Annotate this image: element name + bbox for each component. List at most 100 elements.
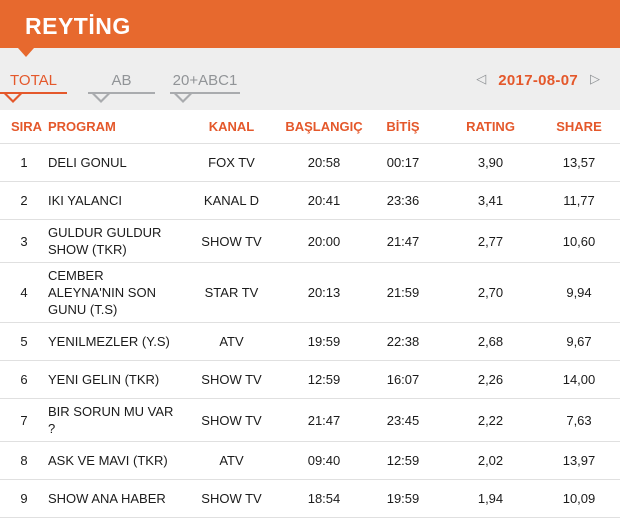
table-row: 9 SHOW ANA HABER SHOW TV 18:54 19:59 1,94 10,0… [0,479,620,518]
cell-bitis: 23:36 [363,181,443,220]
cell-program: GULDUR GULDUR SHOW (TKR) [48,219,178,263]
cell-sira: 10 [0,517,48,527]
cell-baslangic: 21:47 [285,398,363,442]
cell-baslangic: 20:41 [285,181,363,220]
cell-kanal: FOX TV [178,517,285,527]
tab-20-abc1-underline [170,92,240,94]
cell-share: 13,57 [538,143,620,182]
cell-bitis: 20:00 [363,517,443,527]
cell-sira: 2 [0,181,48,220]
column-header-share: SHARE [538,110,620,144]
cell-share: 14,00 [538,360,620,399]
cell-kanal: FOX TV [178,143,285,182]
table-row: 2 IKI YALANCI KANAL D 20:41 23:36 3,41 11,77 [0,181,620,220]
column-header-sira: SIRA [0,110,48,144]
cell-sira: 1 [0,143,48,182]
tab-20-abc1[interactable]: 20+ABC1 [172,72,238,89]
table-row: 3 GULDUR GULDUR SHOW (TKR) SHOW TV 20:00 21:… [0,219,620,263]
tab-strip: TOTAL AB 20+ABC1 ◁ 2017-08-07 ▷ [0,48,620,110]
cell-program: DELI GONUL [48,143,178,182]
cell-rating: 2,68 [443,322,538,361]
column-header-baslangic: BAŞLANGIÇ [285,110,363,144]
page-title: REYTİNG [25,13,131,39]
cell-sira: 3 [0,219,48,263]
cell-baslangic: 20:00 [285,219,363,263]
cell-share: 9,94 [538,262,620,323]
cell-program: YENI GELIN (TKR) [48,360,178,399]
cell-program: CEMBER ALEYNA'NIN SON GUNU (T.S) [48,262,178,323]
cell-sira: 4 [0,262,48,323]
cell-share: 13,97 [538,441,620,480]
cell-kanal: STAR TV [178,262,285,323]
cell-bitis: 00:17 [363,143,443,182]
column-header-program: PROGRAM [48,110,178,144]
column-header-bitis: BİTİŞ [363,110,443,144]
cell-kanal: ATV [178,322,285,361]
cell-rating: 2,22 [443,398,538,442]
cell-baslangic: 12:59 [285,360,363,399]
cell-share: 11,77 [538,181,620,220]
app-header: REYTİNG [0,0,620,48]
cell-baslangic: 18:54 [285,479,363,518]
cell-bitis: 23:45 [363,398,443,442]
column-header-kanal: KANAL [178,110,285,144]
cell-program: ASK VE MAVI (TKR) [48,441,178,480]
cell-kanal: SHOW TV [178,398,285,442]
header-pointer-icon [18,48,34,57]
cell-sira: 5 [0,322,48,361]
cell-program: YENILMEZLER (Y.S) [48,322,178,361]
cell-sira: 6 [0,360,48,399]
cell-kanal: KANAL D [178,181,285,220]
cell-rating: 2,77 [443,219,538,263]
tab-20-abc1-notch-icon [174,94,192,104]
cell-share: 10,02 [538,517,620,527]
table-row: 6 YENI GELIN (TKR) SHOW TV 12:59 16:07 2,26 14… [0,360,620,399]
cell-sira: 8 [0,441,48,480]
table-row: 4 CEMBER ALEYNA'NIN SON GUNU (T.S) STAR TV… [0,262,620,323]
ratings-table: SIRA PROGRAM KANAL BAŞLANGIÇ BİTİŞ RATING SHAR… [0,110,620,527]
tab-ab-notch-icon [92,94,110,104]
table-row: 5 YENILMEZLER (Y.S) ATV 19:59 22:38 2,68 9,67 [0,322,620,361]
tab-total[interactable]: TOTAL [10,72,57,89]
cell-rating: 3,41 [443,181,538,220]
date-navigation: ◁ 2017-08-07 ▷ [474,70,602,90]
table-row: 8 ASK VE MAVI (TKR) ATV 09:40 12:59 2,02 13,97 [0,441,620,480]
cell-baslangic: 20:13 [285,262,363,323]
cell-baslangic: 09:40 [285,441,363,480]
cell-kanal: SHOW TV [178,360,285,399]
cell-sira: 7 [0,398,48,442]
tab-ab[interactable]: AB [111,72,132,89]
cell-rating: 3,90 [443,143,538,182]
cell-bitis: 19:59 [363,479,443,518]
cell-program: BIR SORUN MU VAR ? [48,398,178,442]
tab-total-notch-icon [4,94,22,104]
cell-rating: 1,94 [443,517,538,527]
table-row: 1 DELI GONUL FOX TV 20:58 00:17 3,90 13,57 [0,143,620,182]
table-row: 7 BIR SORUN MU VAR ? SHOW TV 21:47 23:45 2,22… [0,398,620,442]
cell-rating: 2,26 [443,360,538,399]
cell-baslangic: 19:00 [285,517,363,527]
cell-rating: 1,94 [443,479,538,518]
cell-baslangic: 19:59 [285,322,363,361]
cell-share: 7,63 [538,398,620,442]
cell-share: 10,09 [538,479,620,518]
current-date: 2017-08-07 [498,71,578,89]
cell-rating: 2,02 [443,441,538,480]
cell-bitis: 22:38 [363,322,443,361]
cell-baslangic: 20:58 [285,143,363,182]
column-header-rating: RATING [443,110,538,144]
cell-rating: 2,70 [443,262,538,323]
table-header-row: SIRA PROGRAM KANAL BAŞLANGIÇ BİTİŞ RATING SHAR… [0,110,620,144]
tab-total-underline [0,92,67,94]
tab-ab-underline [88,92,155,94]
prev-date-arrow-icon[interactable]: ◁ [476,72,487,87]
cell-kanal: SHOW TV [178,479,285,518]
cell-program: FOX ANA HABER [48,517,178,527]
cell-bitis: 21:59 [363,262,443,323]
cell-bitis: 21:47 [363,219,443,263]
cell-program: IKI YALANCI [48,181,178,220]
next-date-arrow-icon[interactable]: ▷ [590,72,600,87]
cell-bitis: 12:59 [363,441,443,480]
cell-share: 10,60 [538,219,620,263]
